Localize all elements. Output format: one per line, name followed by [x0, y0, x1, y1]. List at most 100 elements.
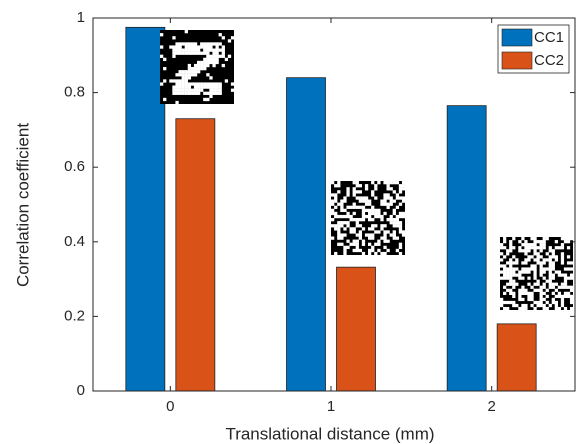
inset-pixel — [337, 230, 340, 233]
inset-pixel — [540, 295, 543, 298]
inset-pixel — [200, 42, 203, 45]
inset-pixel — [515, 304, 518, 307]
inset-pixel — [540, 286, 543, 289]
inset-pixel — [179, 89, 182, 92]
inset-pixel — [533, 270, 536, 273]
inset-pixel — [350, 227, 353, 230]
inset-pixel — [219, 92, 222, 95]
inset-pixel — [371, 193, 374, 196]
inset-pixel — [396, 249, 399, 252]
inset-pixel — [524, 261, 527, 264]
inset-pixel — [530, 298, 533, 301]
inset-pixel — [561, 286, 564, 289]
inset-pixel — [343, 200, 346, 203]
inset-pixel — [530, 267, 533, 270]
inset-pixel — [399, 215, 402, 218]
inset-pixel — [182, 89, 185, 92]
inset-pixel — [222, 36, 225, 39]
inset-pixel — [188, 73, 191, 76]
x-axis-title: Translational distance (mm) — [225, 424, 434, 443]
inset-pixel — [387, 218, 390, 221]
inset-pixel — [564, 286, 567, 289]
inset-pixel — [377, 181, 380, 184]
inset-pixel — [533, 289, 536, 292]
inset-pixel — [194, 64, 197, 67]
inset-pixel — [222, 52, 225, 55]
inset-pixel — [219, 42, 222, 45]
inset-pixel — [185, 73, 188, 76]
inset-pixel — [500, 270, 503, 273]
inset-pixel — [359, 224, 362, 227]
inset-pixel — [503, 301, 506, 304]
inset-pixel — [197, 67, 200, 70]
y-axis-title: Correlation coefficient — [13, 123, 32, 287]
inset-pixel — [570, 301, 573, 304]
inset-pixel — [216, 49, 219, 52]
inset-pixel — [182, 92, 185, 95]
inset-pixel — [334, 224, 337, 227]
inset-pixel — [191, 45, 194, 48]
inset-pixel — [533, 240, 536, 243]
inset-pixel — [399, 224, 402, 227]
inset-pixel — [524, 249, 527, 252]
inset-pixel — [561, 274, 564, 277]
inset-pixel — [387, 203, 390, 206]
inset-pixel — [527, 277, 530, 280]
inset-pixel — [185, 86, 188, 89]
inset-pixel — [549, 264, 552, 267]
inset-pixel — [212, 89, 215, 92]
inset-pixel — [331, 181, 334, 184]
inset-pixel — [219, 89, 222, 92]
inset-pixel — [337, 227, 340, 230]
inset-pixel — [203, 58, 206, 61]
inset-pixel — [175, 89, 178, 92]
inset-pixel — [194, 67, 197, 70]
inset-pixel — [540, 261, 543, 264]
inset-pixel — [365, 200, 368, 203]
inset-pixel — [530, 246, 533, 249]
inset-pixel — [567, 295, 570, 298]
inset-pixel — [521, 289, 524, 292]
inset-pixel — [537, 283, 540, 286]
inset-pixel — [334, 227, 337, 230]
inset-pixel — [503, 277, 506, 280]
inset-pixel — [356, 181, 359, 184]
inset-pixel — [518, 307, 521, 310]
inset-pixel — [561, 304, 564, 307]
inset-pixel — [200, 82, 203, 85]
inset-pixel — [337, 237, 340, 240]
inset-pixel — [353, 206, 356, 209]
inset-pixel — [368, 215, 371, 218]
inset-pixel — [346, 206, 349, 209]
inset-pixel — [371, 224, 374, 227]
inset-pixel — [383, 212, 386, 215]
inset-pixel — [188, 89, 191, 92]
inset-pixel — [530, 237, 533, 240]
inset-pixel — [353, 193, 356, 196]
inset-pixel — [506, 270, 509, 273]
inset-pixel — [552, 249, 555, 252]
inset-pixel — [212, 52, 215, 55]
inset-pixel — [500, 301, 503, 304]
inset-pixel — [540, 289, 543, 292]
inset-pixel — [191, 49, 194, 52]
x-tick-label: 2 — [487, 398, 495, 415]
inset-pixel — [191, 92, 194, 95]
inset-pixel — [509, 258, 512, 261]
inset-pixel — [383, 203, 386, 206]
inset-pixel — [402, 212, 405, 215]
inset-pixel — [567, 261, 570, 264]
inset-pixel — [570, 237, 573, 240]
inset-pixel — [374, 184, 377, 187]
inset-pixel — [561, 301, 564, 304]
inset-pixel — [200, 45, 203, 48]
inset-pixel — [540, 255, 543, 258]
y-tick-label: 0.4 — [64, 233, 85, 250]
inset-pixel — [365, 184, 368, 187]
inset-pixel — [212, 64, 215, 67]
inset-pixel — [399, 184, 402, 187]
inset-pixel — [175, 101, 178, 104]
inset-pixel — [383, 237, 386, 240]
inset-pixel — [512, 255, 515, 258]
inset-pixel — [549, 267, 552, 270]
